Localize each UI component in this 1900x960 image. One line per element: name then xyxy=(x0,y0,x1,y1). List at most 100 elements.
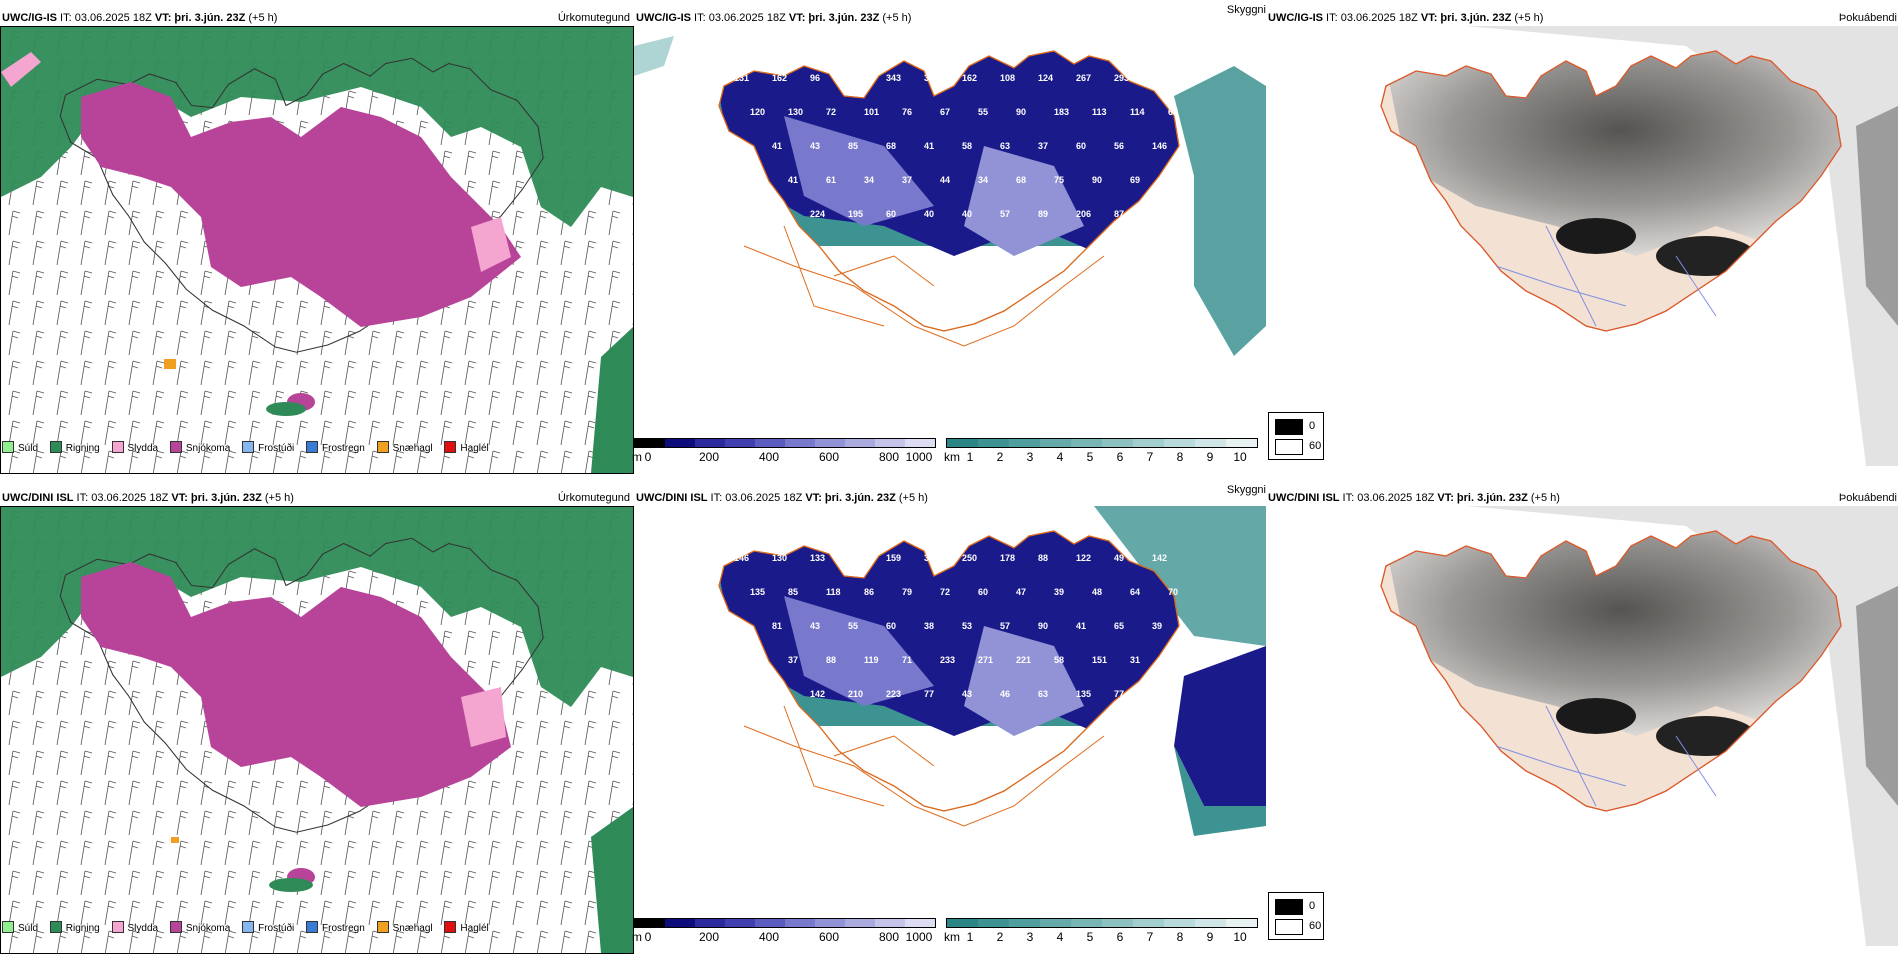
visibility-value-label: 46 xyxy=(1000,689,1010,699)
cloud-legend: 0 60 xyxy=(1268,412,1324,460)
visibility-value-label: 135 xyxy=(1076,689,1091,699)
legend-swatch xyxy=(169,441,182,453)
visibility-value-label: 67 xyxy=(940,107,950,117)
visibility-value-label: 60 xyxy=(1076,141,1086,151)
visibility-value-label: 72 xyxy=(940,587,950,597)
visibility-value-label: 37 xyxy=(1038,141,1048,151)
visibility-map: 146 130 133 104 159 357 250 178 88 122 49 142 135 85 1… xyxy=(634,506,1266,926)
valid-time: VT: þri. 3.jún. 23Z xyxy=(788,12,880,24)
fog-sea-east xyxy=(1094,506,1266,646)
visibility-value-label: 87 xyxy=(1114,209,1124,219)
visibility-value-label: 110 xyxy=(772,689,787,699)
legend-label: Frostúði xyxy=(258,443,295,454)
precip-legend: Súld Rigning Slydda Snjókoma Frostúði Fr… xyxy=(2,921,498,934)
visibility-value-label: 76 xyxy=(902,107,912,117)
visibility-tick: 7 xyxy=(1146,450,1154,464)
visibility-value-label: 58 xyxy=(1054,655,1064,665)
panel-header: UWC/DINI ISL IT: 03.06.2025 18Z VT: þri.… xyxy=(636,492,928,504)
visibility-value-label: 89 xyxy=(1038,209,1048,219)
visibility-value-label: 57 xyxy=(1000,209,1010,219)
visibility-value-label: 90 xyxy=(1038,621,1048,631)
visibility-value-label: 112 xyxy=(734,689,749,699)
legend-label: Frostregn xyxy=(322,443,365,454)
panel-header: UWC/DINI ISL IT: 03.06.2025 18Z VT: þri.… xyxy=(2,492,294,504)
lead-time: (+5 h) xyxy=(1511,12,1544,24)
visibility-value-label: 77 xyxy=(1114,689,1124,699)
fog-map-svg xyxy=(1266,506,1898,952)
model-name: UWC/IG-IS xyxy=(1268,12,1323,24)
visibility-value-label: 85 xyxy=(788,587,798,597)
visibility-value-label: 56 xyxy=(1114,141,1124,151)
legend-swatch xyxy=(444,441,457,453)
init-time: IT: 03.06.2025 18Z xyxy=(1323,12,1421,24)
visibility-value-label: 223 xyxy=(886,689,901,699)
legend-item: Rigning xyxy=(49,921,100,934)
visibility-value-label: 86 xyxy=(864,587,874,597)
wet-snow-strip xyxy=(471,217,511,272)
forecast-row-ig: UWC/IG-IS IT: 03.06.2025 18Z VT: þri. 3.… xyxy=(0,4,1900,480)
visibility-tick: 4 xyxy=(1056,450,1064,464)
legend-swatch xyxy=(444,921,457,933)
visibility-value-label: 40 xyxy=(924,209,934,219)
legend-item: Frostregn xyxy=(306,441,365,454)
legend-swatch xyxy=(169,921,182,933)
lead-time: (+5 h) xyxy=(261,492,294,504)
visibility-value-label: 39 xyxy=(1054,587,1064,597)
cloud-legend-swatch xyxy=(1275,419,1303,435)
visibility-value-label: 49 xyxy=(1114,553,1124,563)
cloud-legend-label: 60 xyxy=(1309,440,1322,452)
visibility-value-label: 146 xyxy=(734,553,749,563)
visibility-tick: 3 xyxy=(1026,930,1034,944)
visibility-value-label: 37 xyxy=(788,655,798,665)
visibility-value-label: 146 xyxy=(1152,141,1167,151)
rain-area-south xyxy=(591,327,633,473)
visibility-value-label: 75 xyxy=(1152,73,1162,83)
visibility-value-label: 43 xyxy=(810,621,820,631)
precip-map-svg xyxy=(1,507,633,953)
legend-item: Haglél xyxy=(444,921,489,934)
visibility-map-svg: 131 162 96 153 343 316 162 108 124 267 293 75 120 130… xyxy=(634,26,1266,446)
legend-item: Snæhagl xyxy=(376,441,433,454)
visibility-value-label: 68 xyxy=(886,141,896,151)
rain-spot-south xyxy=(269,878,313,892)
visibility-value-label: 37 xyxy=(902,175,912,185)
legend-label: Haglél xyxy=(460,923,489,934)
visibility-tick: 1 xyxy=(966,450,974,464)
visibility-value-label: 135 xyxy=(750,587,765,597)
visibility-tick: 10 xyxy=(1233,930,1247,944)
visibility-value-label: 221 xyxy=(1016,655,1031,665)
visibility-tick: 8 xyxy=(1176,930,1184,944)
visibility-value-label: 58 xyxy=(962,141,972,151)
visibility-map: 131 162 96 153 343 316 162 108 124 267 293 75 120 130… xyxy=(634,26,1266,446)
visibility-value-label: 71 xyxy=(902,655,912,665)
panel-header: UWC/IG-IS IT: 03.06.2025 18Z VT: þri. 3.… xyxy=(2,12,277,24)
visibility-value-label: 81 xyxy=(772,621,782,631)
init-time: IT: 03.06.2025 18Z xyxy=(691,12,789,24)
cloud-legend-swatch xyxy=(1275,899,1303,915)
visibility-tick: 6 xyxy=(1116,930,1124,944)
sleet-area xyxy=(1,52,41,87)
visibility-value-label: 293 xyxy=(1114,73,1129,83)
rivers xyxy=(1495,705,1717,807)
visibility-value-label: 61 xyxy=(826,175,836,185)
road-network xyxy=(743,225,1105,347)
legend-label: Haglél xyxy=(460,443,489,454)
ceiling-tick: 1000 xyxy=(905,930,933,944)
visibility-value-label: 55 xyxy=(978,107,988,117)
model-name: UWC/DINI ISL xyxy=(636,492,708,504)
visibility-tick: 5 xyxy=(1086,450,1094,464)
visibility-panel: UWC/IG-IS IT: 03.06.2025 18Z VT: þri. 3.… xyxy=(632,4,1266,480)
panel-title: Skyggni xyxy=(1226,484,1266,496)
visibility-value-label: 53 xyxy=(962,621,972,631)
precip-map-svg xyxy=(1,27,633,473)
panel-header: UWC/IG-IS IT: 03.06.2025 18Z VT: þri. 3.… xyxy=(1268,12,1543,24)
legend-label: Slydda xyxy=(127,923,159,934)
snow-area xyxy=(81,562,511,807)
legend-swatch xyxy=(2,441,14,453)
visibility-tick: 3 xyxy=(1026,450,1034,464)
visibility-tick: 2 xyxy=(996,450,1004,464)
visibility-value-label: 104 xyxy=(848,553,863,563)
cloud-legend-label: 0 xyxy=(1309,900,1316,912)
visibility-value-label: 96 xyxy=(810,73,820,83)
legend-item: Snjókoma xyxy=(169,921,230,934)
